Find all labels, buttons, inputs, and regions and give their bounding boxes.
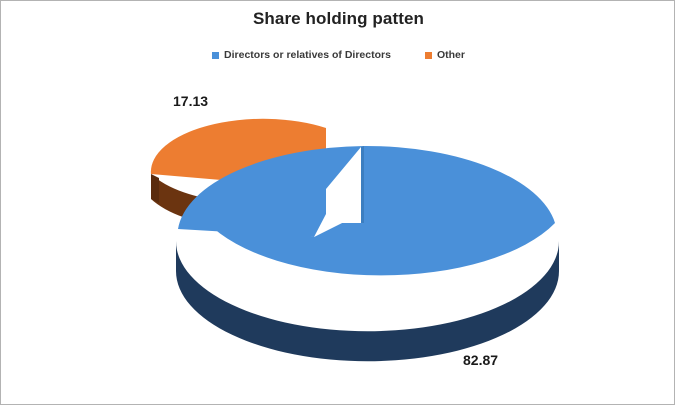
pie-slice-directors-side-wall	[176, 241, 559, 362]
legend-swatch-icon-directors	[212, 51, 220, 59]
legend-label-directors: Directors or relatives of Directors	[224, 49, 391, 61]
pie-data-label-directors: 82.87	[463, 352, 499, 368]
legend-item-other[interactable]: Other	[424, 49, 465, 61]
chart-title: Share holding patten	[252, 9, 425, 28]
pie-slice-directors-top-face-left	[178, 146, 364, 237]
pie-explode-gap	[314, 147, 361, 237]
chart-legend: Directors or relatives of Directors Othe…	[1, 49, 674, 61]
pie-data-label-other: 17.13	[173, 93, 209, 109]
pie-slice-other-side-wall-left	[151, 174, 159, 203]
pie-slice-directors-wedge-edge	[361, 146, 364, 223]
pie-slice-directors-top-face	[207, 145, 555, 276]
legend-item-directors[interactable]: Directors or relatives of Directors	[212, 49, 391, 61]
legend-label-other: Other	[436, 49, 465, 61]
pie-slice-directors[interactable]	[176, 145, 559, 362]
legend-swatch-icon-other	[424, 51, 432, 59]
